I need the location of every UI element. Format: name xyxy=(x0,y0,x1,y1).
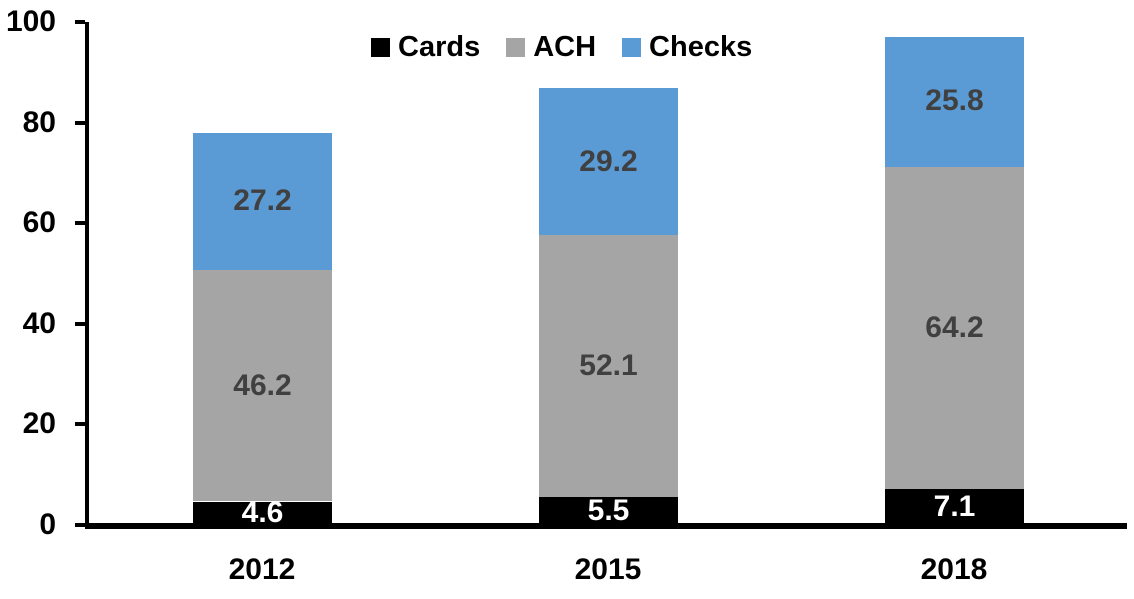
bar-2018-cards-value-label: 7.1 xyxy=(933,490,976,523)
y-tick-label-0: 0 xyxy=(39,508,56,541)
x-axis-label-2015: 2015 xyxy=(574,553,642,586)
bar-2012-checks-segment xyxy=(193,133,332,270)
y-tick-0 xyxy=(75,523,85,527)
bar-2015-checks-value-label: 29.2 xyxy=(579,145,638,178)
y-tick-label-100: 100 xyxy=(5,5,56,38)
y-tick-label-20: 20 xyxy=(22,407,56,440)
x-axis-label-2012: 2012 xyxy=(228,553,296,586)
legend-swatch-checks xyxy=(622,38,642,57)
legend-item-ach: ACH xyxy=(506,31,596,64)
y-tick-label-60: 60 xyxy=(22,206,56,239)
legend-swatch-ach xyxy=(506,38,526,57)
bar-2018-ach-value-label: 64.2 xyxy=(925,311,984,344)
bar-2015-ach-value-label: 52.1 xyxy=(579,349,638,382)
y-tick-40 xyxy=(75,322,85,326)
y-tick-60 xyxy=(75,221,85,225)
bar-2015-checks-segment xyxy=(539,88,678,235)
bar-2018-cards-segment xyxy=(885,489,1024,525)
bar-2018-ach-segment xyxy=(885,166,1024,489)
legend-label-cards: Cards xyxy=(398,31,481,63)
bar-2015-ach-segment xyxy=(539,235,678,497)
y-tick-80 xyxy=(75,121,85,125)
legend-item-cards: Cards xyxy=(371,31,480,64)
bar-2012-checks-value-label: 27.2 xyxy=(233,184,292,217)
bar-2015-cards-segment xyxy=(539,497,678,525)
bar-2018-checks-segment xyxy=(885,37,1024,167)
bar-2018-checks-value-label: 25.8 xyxy=(925,84,984,117)
y-tick-100 xyxy=(75,20,85,24)
y-tick-label-80: 80 xyxy=(22,106,56,139)
chart-legend: Cards ACH Checks xyxy=(371,31,752,64)
y-tick-label-40: 40 xyxy=(22,307,56,340)
bar-2012-ach-segment xyxy=(193,269,332,501)
bar-2012-cards-value-label: 4.6 xyxy=(241,496,284,529)
y-tick-20 xyxy=(75,422,85,426)
legend-label-ach: ACH xyxy=(533,31,597,63)
bar-2015-cards-value-label: 5.5 xyxy=(587,494,630,527)
y-axis-line xyxy=(85,22,89,529)
bar-2012-cards-segment xyxy=(193,502,332,525)
legend-label-checks: Checks xyxy=(649,31,753,63)
legend-item-checks: Checks xyxy=(622,31,752,64)
legend-swatch-cards xyxy=(371,38,390,57)
x-axis-line xyxy=(85,523,1127,529)
bar-2012-ach-value-label: 46.2 xyxy=(233,369,292,402)
x-axis-label-2018: 2018 xyxy=(920,553,988,586)
